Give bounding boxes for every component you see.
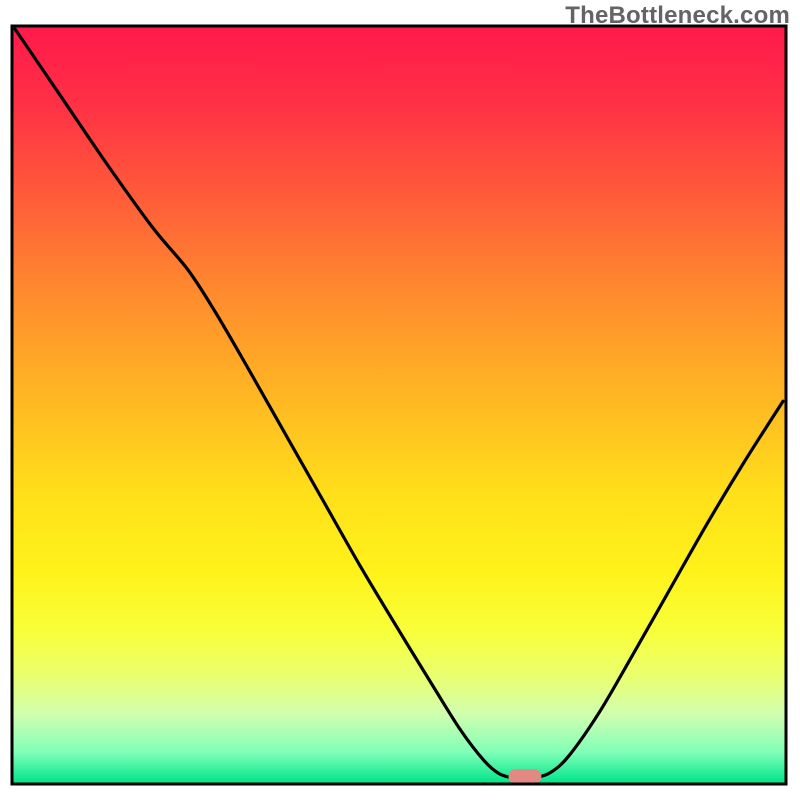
optimal-point-marker: [508, 769, 541, 784]
chart-container: TheBottleneck.com: [0, 0, 800, 800]
watermark-text: TheBottleneck.com: [565, 2, 790, 30]
bottleneck-chart: [0, 0, 800, 800]
chart-gradient-background: [14, 28, 785, 783]
